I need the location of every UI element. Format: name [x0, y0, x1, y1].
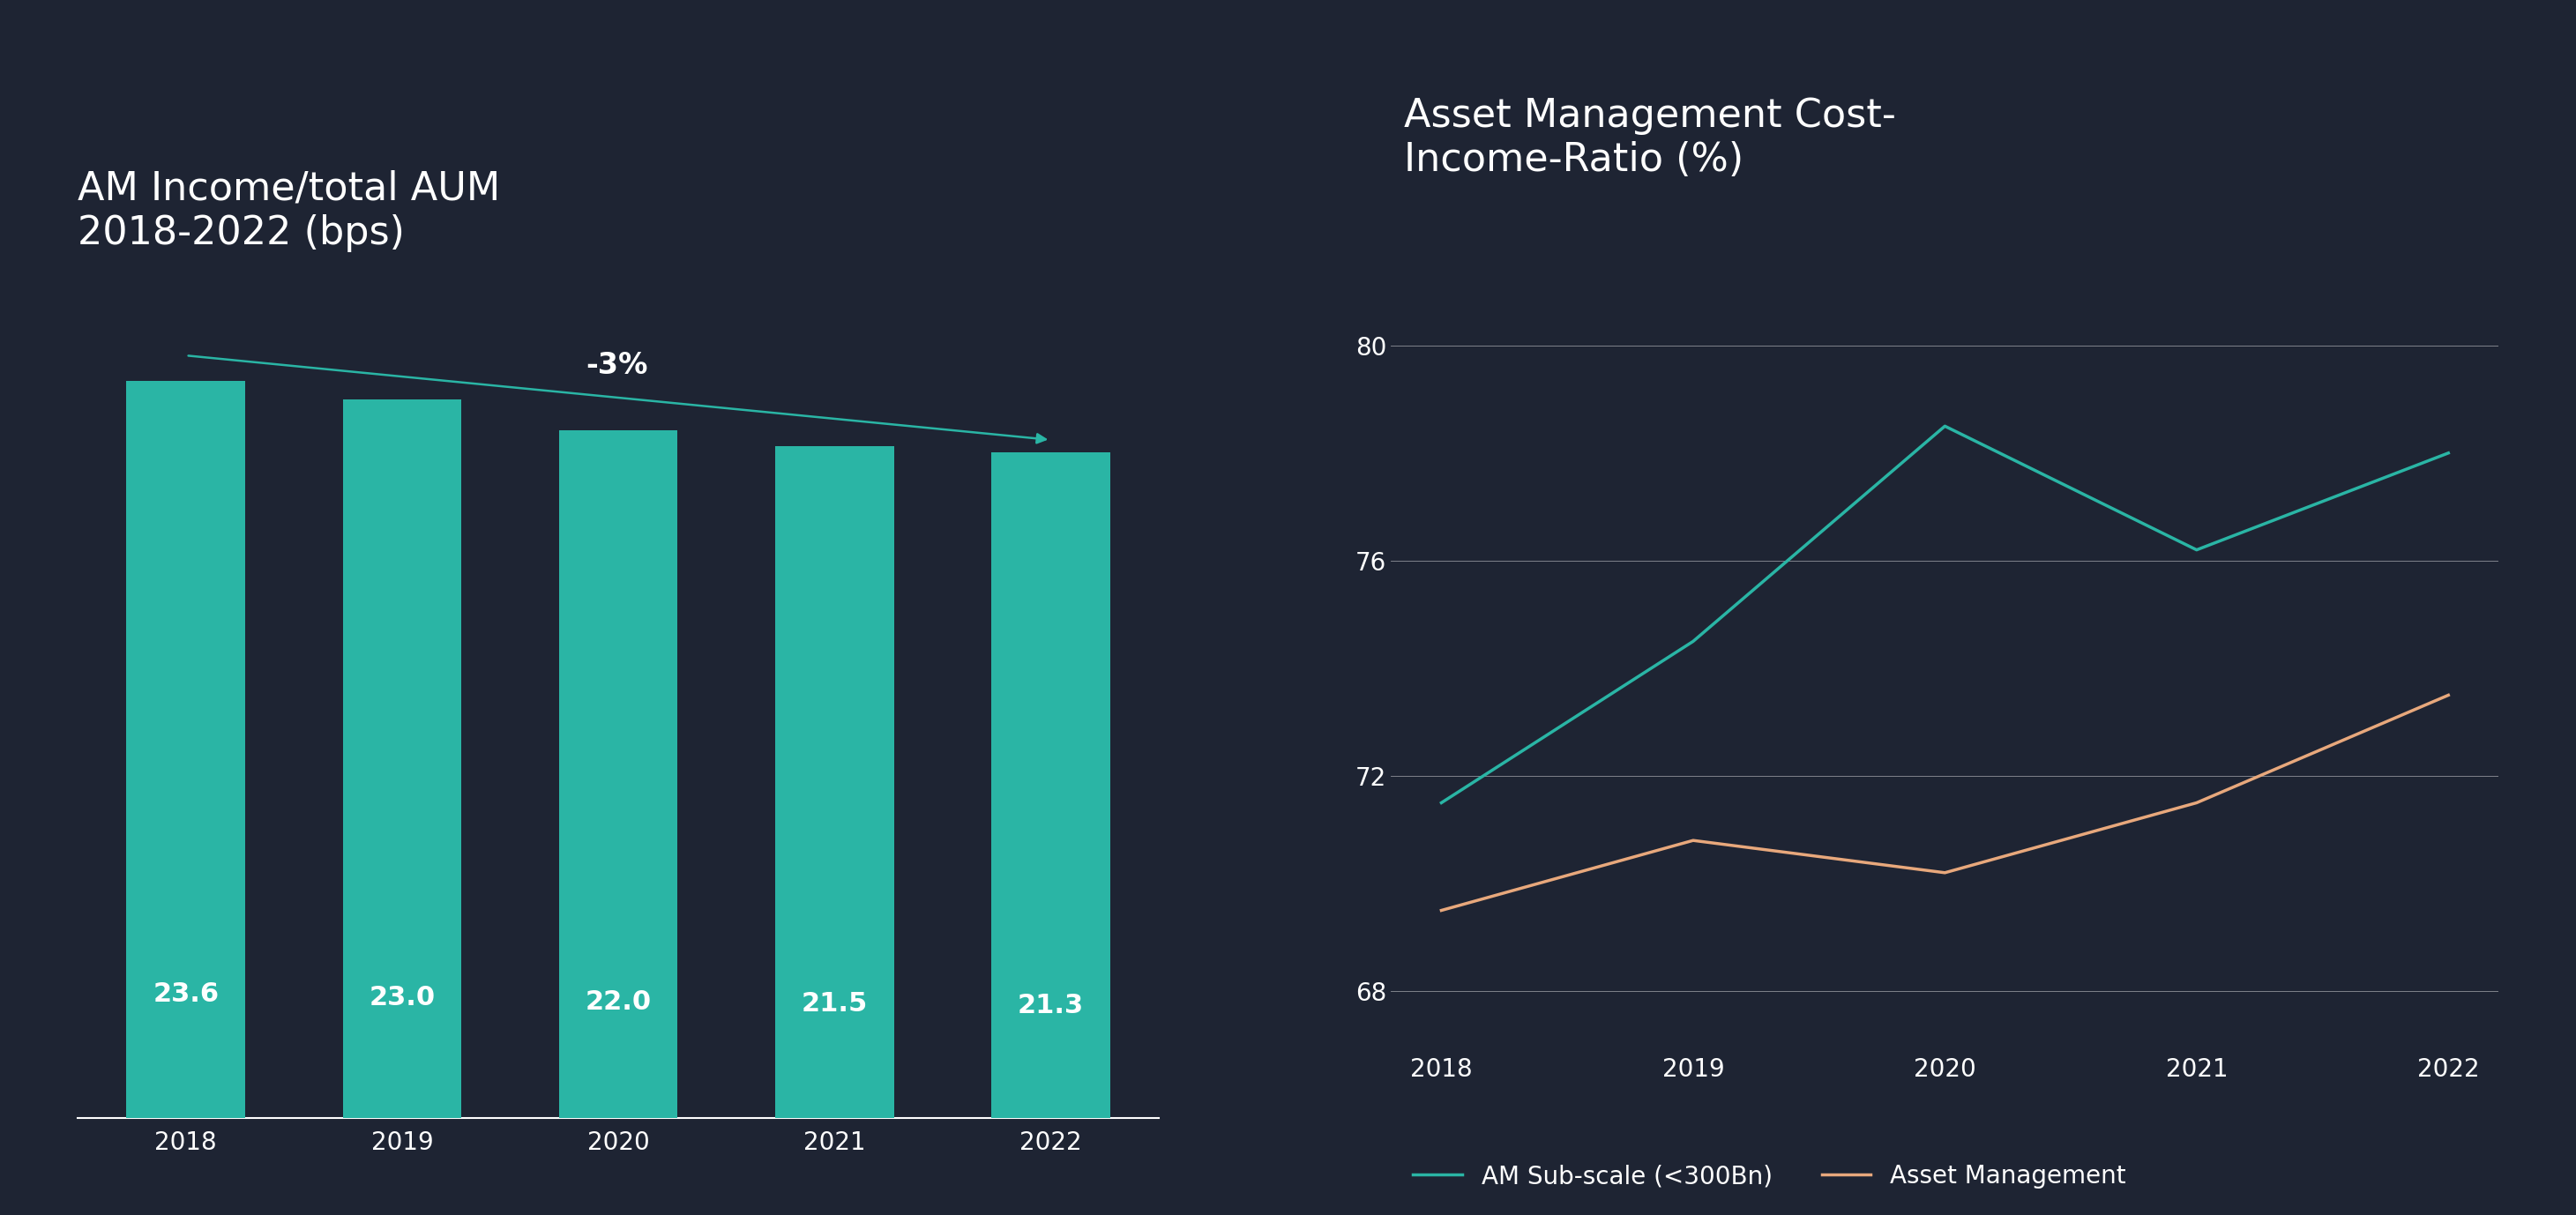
Text: 23.6: 23.6	[152, 982, 219, 1007]
Text: 21.3: 21.3	[1018, 993, 1084, 1018]
Legend: AM Sub-scale (<300Bn), Asset Management: AM Sub-scale (<300Bn), Asset Management	[1404, 1154, 2136, 1198]
Bar	[992, 452, 1110, 1118]
Text: 22.0: 22.0	[585, 989, 652, 1015]
Bar	[343, 400, 461, 1118]
Text: AM Income/total AUM
2018-2022 (bps): AM Income/total AUM 2018-2022 (bps)	[77, 170, 500, 252]
Bar	[775, 446, 894, 1118]
Text: -3%: -3%	[585, 351, 649, 380]
Text: Asset Management Cost-
Income-Ratio (%): Asset Management Cost- Income-Ratio (%)	[1404, 97, 1896, 179]
Text: 23.0: 23.0	[368, 984, 435, 1010]
Bar	[559, 430, 677, 1118]
Bar	[126, 380, 245, 1118]
Text: 21.5: 21.5	[801, 991, 868, 1017]
